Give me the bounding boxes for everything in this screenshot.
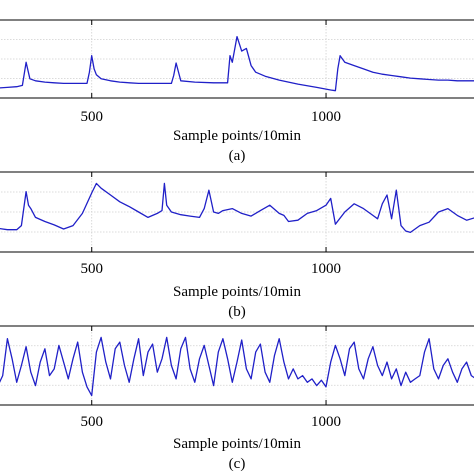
- panel-c-xlabel: Sample points/10min: [173, 436, 301, 452]
- panel-b-label: (b): [228, 304, 246, 320]
- panel-b-xtick-label: 1000: [311, 261, 341, 277]
- series-line: [0, 336, 474, 397]
- panel-b-xtick-label: 500: [80, 261, 103, 277]
- panel-a-label: (a): [229, 148, 246, 164]
- panel-a: [0, 19, 474, 99]
- panel-a-xtick-label: 500: [80, 109, 103, 125]
- panel-c-xtick-label: 500: [80, 414, 103, 430]
- panel-b-xlabel: Sample points/10min: [173, 284, 301, 300]
- panel-b: [0, 171, 474, 253]
- panel-a-xtick-label: 1000: [311, 109, 341, 125]
- series-line: [0, 35, 474, 92]
- panel-c: [0, 325, 474, 406]
- series-line: [0, 182, 474, 234]
- panel-a-xlabel: Sample points/10min: [173, 128, 301, 144]
- panel-c-xtick-label: 1000: [311, 414, 341, 430]
- panel-c-label: (c): [229, 456, 246, 472]
